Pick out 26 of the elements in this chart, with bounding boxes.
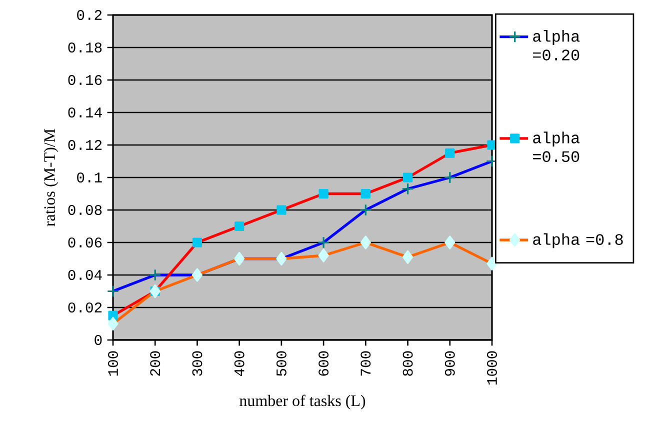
x-tick-label: 200 xyxy=(150,351,160,376)
y-tick-label: 0.16 xyxy=(68,75,102,85)
y-tick-label: 0.18 xyxy=(68,42,102,52)
y-axis-title: ratios (M-T)/M xyxy=(44,128,58,226)
x-tick-label: 100 xyxy=(108,351,118,376)
legend-label: alpha =0.8 xyxy=(533,233,623,248)
y-tick-label: 0.1 xyxy=(77,172,102,182)
y-tick-label: 0.08 xyxy=(68,205,102,215)
x-tick-label: 400 xyxy=(234,351,244,376)
x-axis-title: number of tasks (L) xyxy=(240,394,366,410)
x-tick-label: 600 xyxy=(318,351,329,376)
x-tick-label: 700 xyxy=(360,351,371,376)
y-tick-label: 0.06 xyxy=(68,238,102,248)
x-tick-label: 300 xyxy=(192,351,202,376)
y-tick-label: 0.02 xyxy=(68,302,102,312)
y-tick-label: 0 xyxy=(94,335,102,345)
y-tick-label: 0.12 xyxy=(68,140,102,150)
legend-label: alpha =0.20 xyxy=(533,30,580,60)
legend-label: alpha =0.50 xyxy=(533,132,580,162)
x-tick-label: 900 xyxy=(444,351,455,376)
x-tick-label: 800 xyxy=(402,351,413,376)
y-tick-label: 0.2 xyxy=(77,10,102,20)
y-tick-label: 0.14 xyxy=(68,108,102,118)
x-tick-label: 1000 xyxy=(487,351,497,385)
y-tick-label: 0.04 xyxy=(68,270,102,280)
x-tick-label: 500 xyxy=(276,351,286,376)
